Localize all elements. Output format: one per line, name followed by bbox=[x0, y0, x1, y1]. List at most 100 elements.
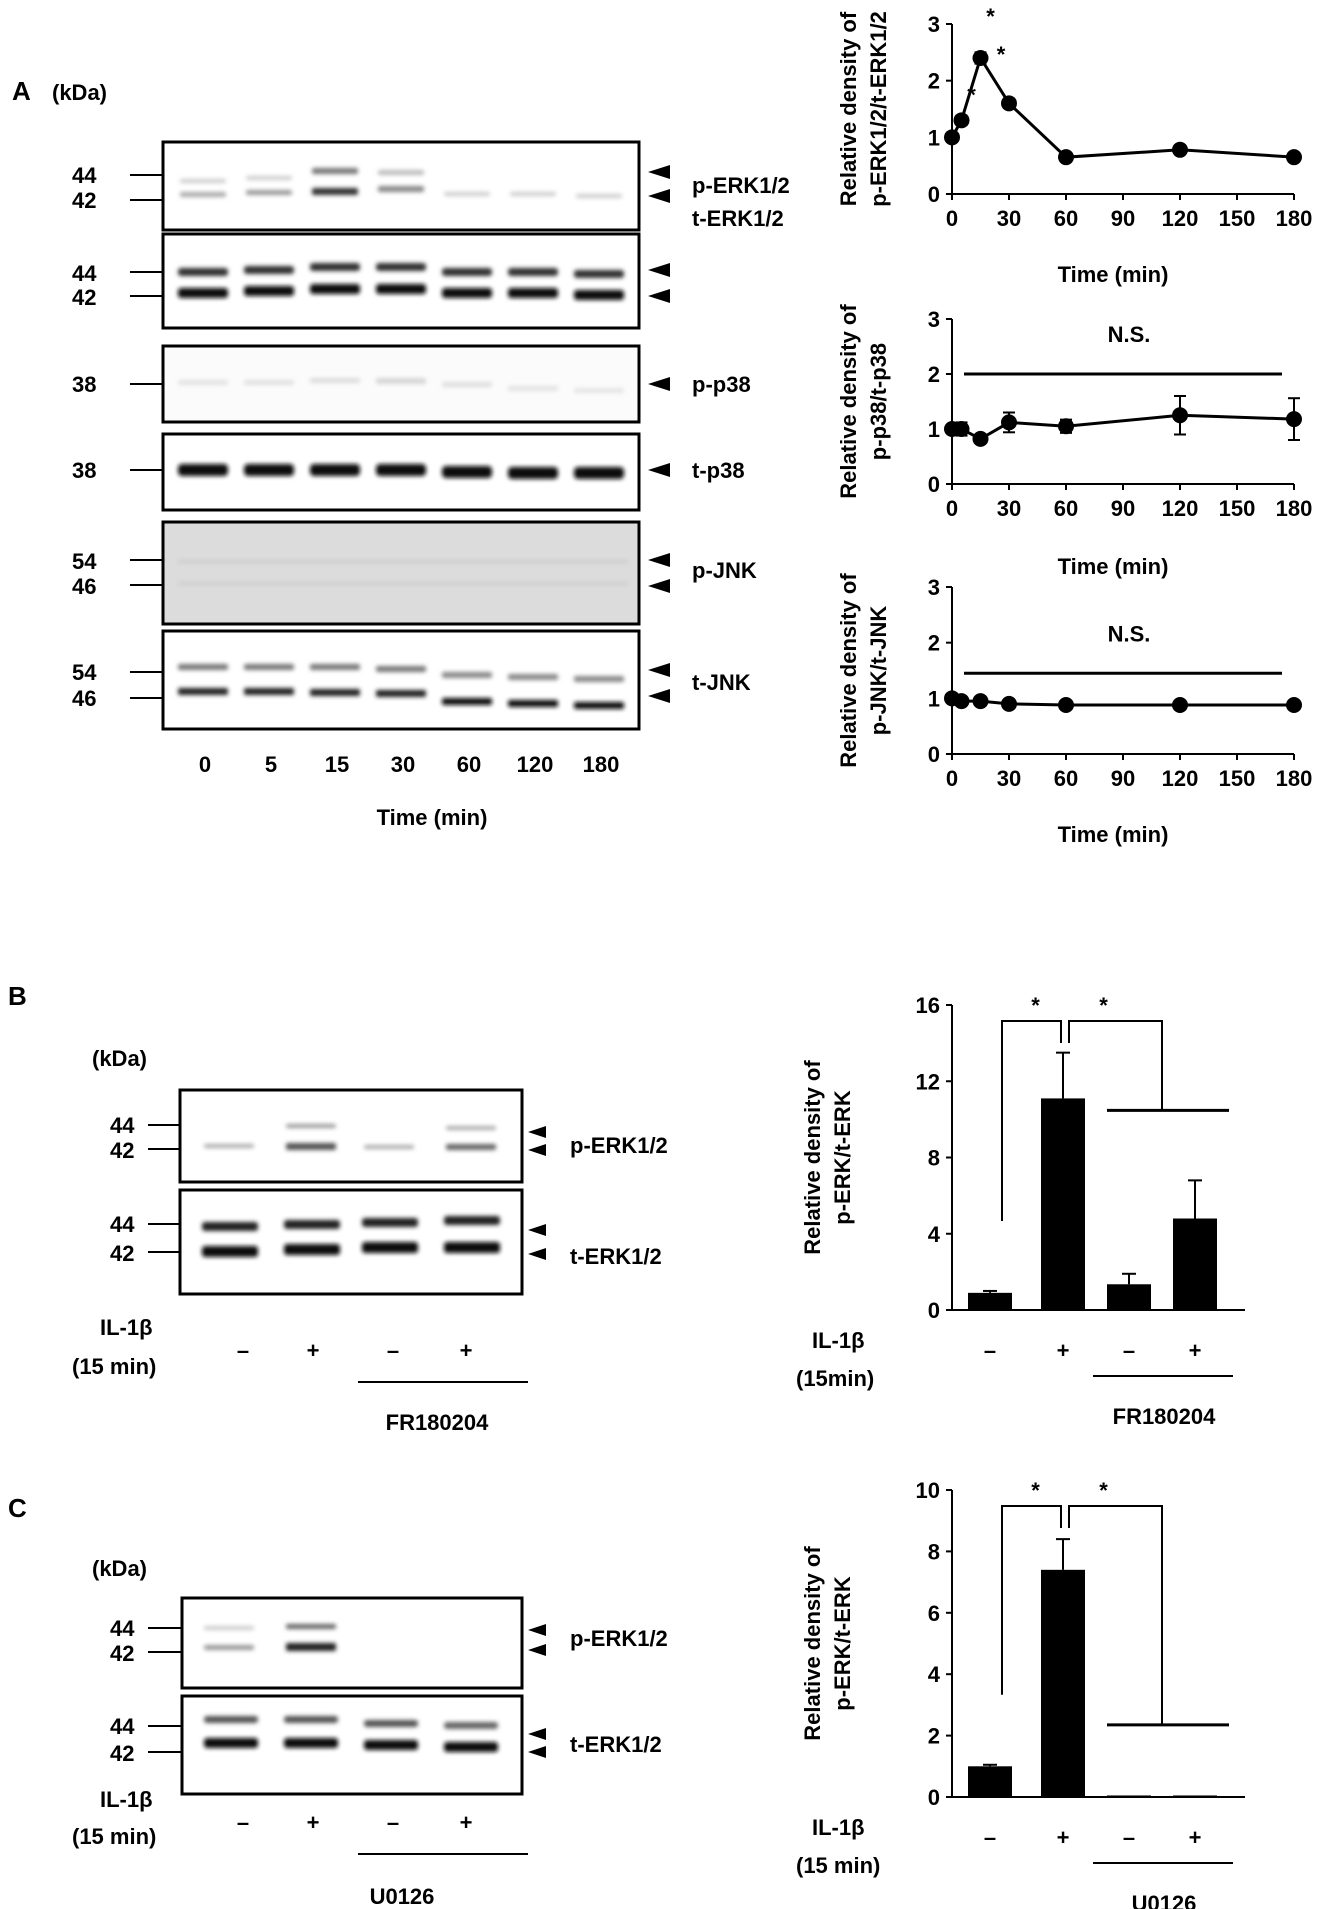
panel-c-kda: (kDa) bbox=[92, 1556, 147, 1581]
category-label: + bbox=[1057, 1338, 1070, 1363]
blot-t-p38: 38 t-p38 bbox=[72, 432, 745, 512]
sign-label: – bbox=[387, 1810, 399, 1835]
y-tick-label: 2 bbox=[928, 362, 940, 387]
bar bbox=[1041, 1098, 1085, 1310]
data-point bbox=[972, 50, 989, 66]
data-point bbox=[1172, 141, 1188, 158]
blot-label: t-ERK1/2 bbox=[570, 1732, 662, 1757]
y-tick-label: 1 bbox=[928, 417, 940, 442]
panel-a-letter: A bbox=[12, 76, 31, 106]
y-tick-label: 3 bbox=[928, 12, 940, 37]
x-tick-label: 60 bbox=[1054, 766, 1078, 791]
data-point bbox=[1058, 697, 1074, 714]
y-axis-label-line2: p-JNK/t-JNK bbox=[866, 606, 891, 736]
category-label: – bbox=[984, 1825, 996, 1850]
significance-label: N.S. bbox=[1108, 621, 1151, 646]
data-point bbox=[1172, 697, 1188, 714]
panel-c-letter: C bbox=[8, 1493, 27, 1523]
blot-label: p-ERK1/2 bbox=[570, 1626, 668, 1651]
x-tick-label: 180 bbox=[1276, 206, 1313, 231]
marker-label: 42 bbox=[110, 1741, 134, 1766]
x-tick-label: 120 bbox=[1162, 766, 1199, 791]
y-tick-label: 1 bbox=[928, 125, 940, 150]
marker-label: 44 bbox=[110, 1212, 135, 1237]
x-tick-label: 60 bbox=[1054, 206, 1078, 231]
x-tick-label: 30 bbox=[997, 496, 1021, 521]
significance-bracket bbox=[1068, 1505, 1163, 1725]
significance-asterisk: * bbox=[1099, 993, 1108, 1018]
lane-label: 30 bbox=[391, 752, 415, 777]
y-axis-label-line1: Relative density of bbox=[836, 304, 861, 499]
category-label: – bbox=[984, 1338, 996, 1363]
y-tick-label: 16 bbox=[916, 993, 940, 1018]
y-tick-label: 8 bbox=[928, 1146, 940, 1171]
y-tick-label: 10 bbox=[916, 1478, 940, 1503]
marker-label: 42 bbox=[110, 1641, 134, 1666]
y-tick-label: 2 bbox=[928, 1724, 940, 1749]
y-tick-label: 3 bbox=[928, 575, 940, 600]
blot-label: p-p38 bbox=[692, 372, 751, 397]
significance-bracket bbox=[1001, 1505, 1062, 1695]
lane-label: 5 bbox=[265, 752, 277, 777]
marker-label: 44 bbox=[110, 1113, 135, 1138]
blot-label: t-ERK1/2 bbox=[692, 206, 784, 231]
x-tick-label: 30 bbox=[997, 766, 1021, 791]
x-tick-label: 30 bbox=[997, 206, 1021, 231]
inhibitor-label: U0126 bbox=[1132, 1891, 1197, 1909]
inhibitor-label: FR180204 bbox=[386, 1410, 490, 1435]
marker-label: 54 bbox=[72, 660, 97, 685]
marker-label: 42 bbox=[72, 285, 96, 310]
category-label: – bbox=[1123, 1825, 1135, 1850]
treatment-time: (15 min) bbox=[72, 1824, 156, 1849]
significance-label: N.S. bbox=[1108, 322, 1151, 347]
y-tick-label: 0 bbox=[928, 1298, 940, 1323]
category-label: + bbox=[1189, 1825, 1202, 1850]
marker-label: 44 bbox=[110, 1714, 135, 1739]
y-tick-label: 2 bbox=[928, 631, 940, 656]
bar bbox=[1173, 1218, 1217, 1310]
sign-label: + bbox=[307, 1338, 320, 1363]
y-tick-label: 2 bbox=[928, 69, 940, 94]
x-tick-label: 180 bbox=[1276, 496, 1313, 521]
data-point bbox=[972, 693, 989, 710]
y-tick-label: 8 bbox=[928, 1539, 940, 1564]
marker-label: 42 bbox=[110, 1138, 134, 1163]
bar bbox=[1041, 1569, 1085, 1797]
marker-label: 38 bbox=[72, 458, 96, 483]
marker-label: 54 bbox=[72, 549, 97, 574]
category-label: + bbox=[1057, 1825, 1070, 1850]
x-tick-label: 150 bbox=[1219, 496, 1256, 521]
x-tick-label: 90 bbox=[1111, 496, 1135, 521]
bar-chart-1: 0 4 8 12 16 Relative density of p-ERK/t-ERK – + –… bbox=[796, 993, 1245, 1429]
sign-label: – bbox=[237, 1810, 249, 1835]
significance-asterisk: * bbox=[997, 42, 1006, 67]
data-point bbox=[1001, 414, 1017, 431]
bar bbox=[968, 1292, 1012, 1310]
category-label: + bbox=[1189, 1338, 1202, 1363]
data-point bbox=[953, 112, 970, 129]
y-tick-label: 4 bbox=[928, 1222, 941, 1247]
significance-asterisk: * bbox=[1099, 1478, 1108, 1503]
data-point bbox=[944, 129, 960, 146]
lane-labels-a: 0 5 15 30 60 120 180 bbox=[199, 752, 619, 777]
data-point bbox=[1172, 407, 1188, 424]
y-tick-label: 1 bbox=[928, 686, 940, 711]
lane-label: 0 bbox=[199, 752, 211, 777]
data-point bbox=[953, 693, 970, 710]
x-tick-label: 150 bbox=[1219, 206, 1256, 231]
y-tick-label: 0 bbox=[928, 182, 940, 207]
y-axis-label-line1: Relative density of bbox=[800, 1060, 825, 1255]
data-point bbox=[1001, 95, 1017, 112]
x-axis-label: Time (min) bbox=[1058, 554, 1169, 579]
x-tick-label: 120 bbox=[1162, 206, 1199, 231]
treatment-time: (15 min) bbox=[72, 1354, 156, 1379]
treatment-label: IL-1β bbox=[100, 1787, 153, 1812]
data-point bbox=[1001, 695, 1017, 712]
blot-label: p-JNK bbox=[692, 558, 757, 583]
y-axis-label-line2: p-ERK1/2/t-ERK1/2 bbox=[866, 11, 891, 207]
treatment-label: IL-1β bbox=[812, 1328, 865, 1353]
x-tick-label: 120 bbox=[1162, 496, 1199, 521]
inhibitor-label: U0126 bbox=[370, 1884, 435, 1909]
data-point bbox=[1058, 418, 1074, 435]
